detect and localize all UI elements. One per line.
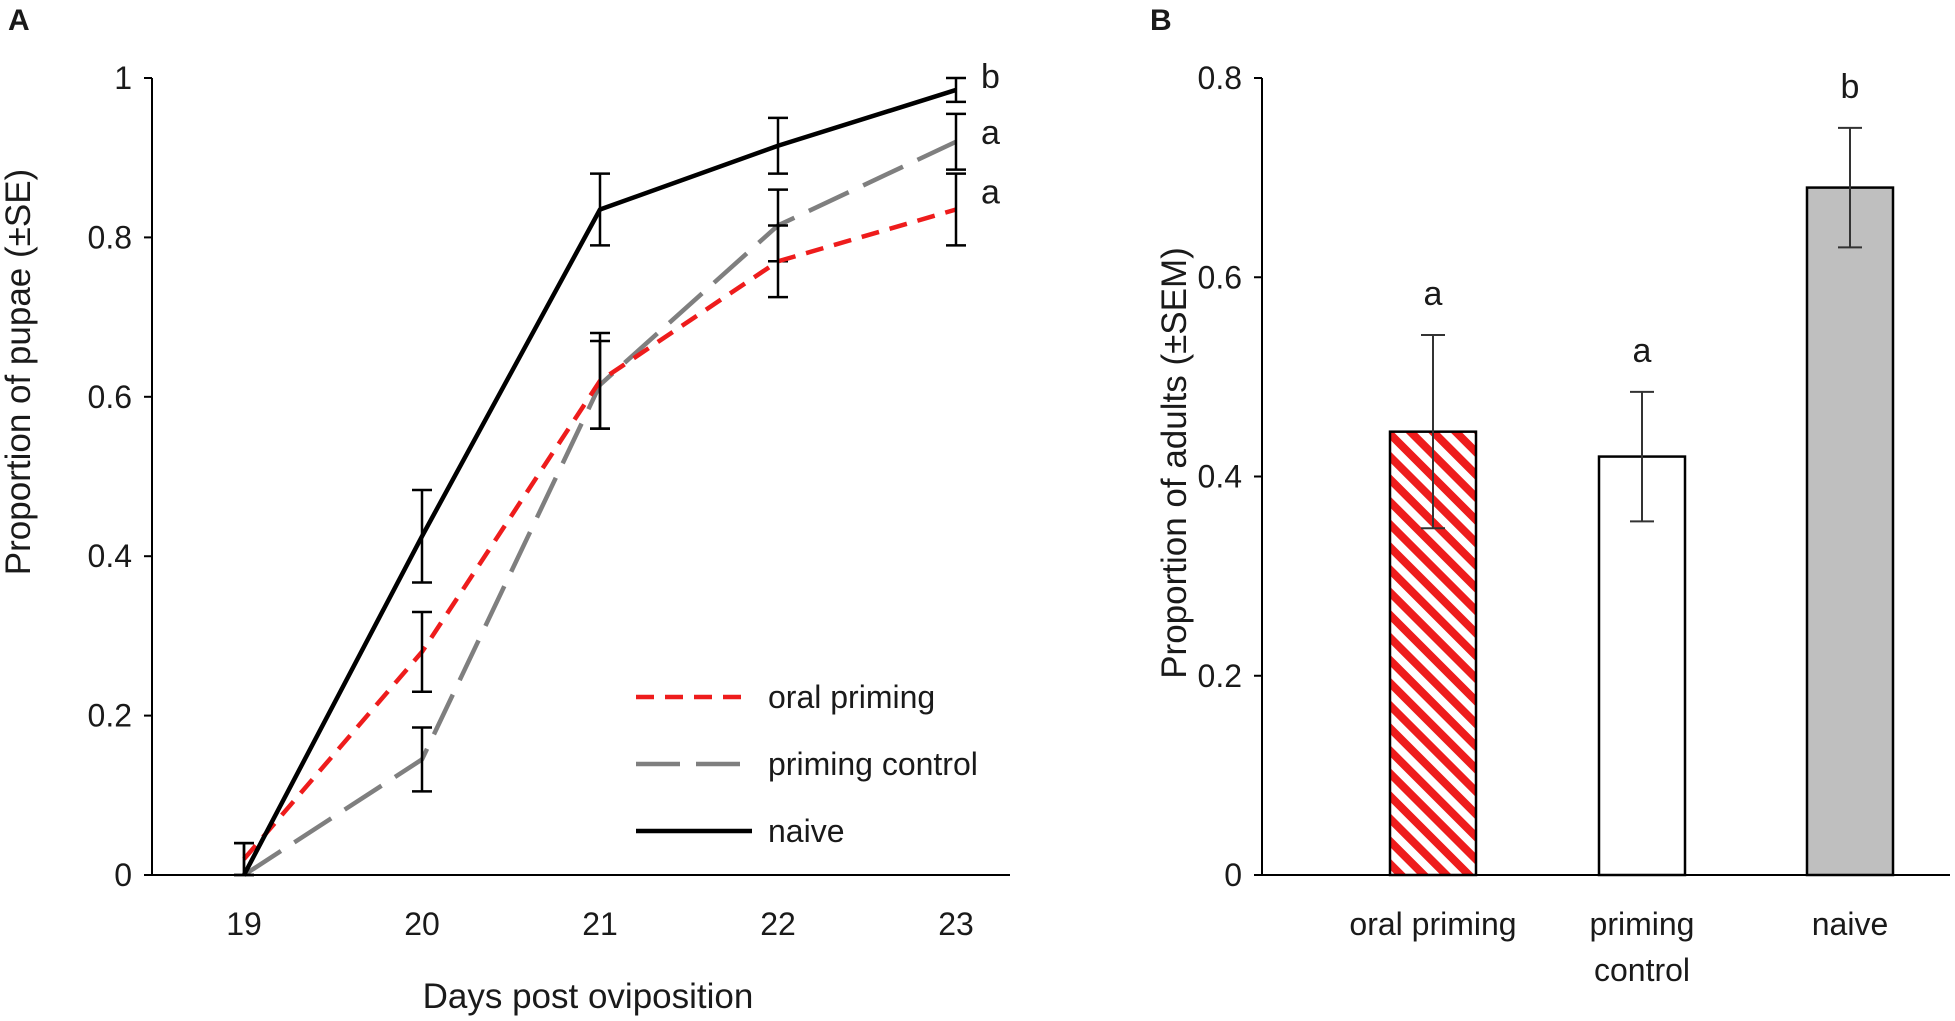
legend-item-oral-priming: oral priming [636, 679, 935, 715]
error-bar-oral-priming [412, 610, 432, 693]
error-bar-naive [234, 841, 254, 877]
panel-b-x-tick-label: oral priming [1349, 906, 1516, 942]
panel-a-x-tick-label: 19 [226, 906, 262, 942]
panel-a-y-tick-label: 0.8 [88, 219, 132, 255]
panel-a-line-chart: A Proportion of pupae (±SE) Days post ov… [0, 4, 1010, 1016]
panel-b-bar-chart: B Proportion of adults (±SEM) 0 0.2 0.4 0.6… [1150, 4, 1950, 988]
error-bar-naive [1838, 126, 1862, 249]
significance-letter: a [1424, 275, 1443, 313]
panel-b-y-tick-label: 0.6 [1198, 259, 1242, 295]
error-bar-oral-priming [768, 224, 788, 299]
error-bar-naive [590, 172, 610, 247]
panel-a-y-tick-label: 0.4 [88, 538, 132, 574]
panel-b-y-tick-label: 0 [1224, 857, 1242, 893]
bar-naive [1805, 186, 1895, 877]
significance-letter: a [981, 114, 1000, 152]
panel-a-y-tick-label: 0 [114, 857, 132, 893]
error-bar-priming-control [1630, 390, 1654, 523]
panel-b-y-tick-label: 0.8 [1198, 60, 1242, 96]
legend-label: oral priming [768, 679, 935, 715]
legend-label: priming control [768, 746, 978, 782]
error-bar-naive [946, 76, 966, 104]
panel-b-x-tick-label: naive [1812, 906, 1889, 942]
error-bar-naive [768, 116, 788, 175]
panel-b-x-tick-label: control [1594, 952, 1690, 988]
panel-b-y-tick-label: 0.2 [1198, 658, 1242, 694]
significance-letter: b [981, 58, 1000, 96]
panel-b-y-tick-label: 0.4 [1198, 459, 1242, 495]
panel-b-y-axis-title: Proportion of adults (±SEM) [1155, 247, 1194, 679]
error-bar-oral-priming [590, 331, 610, 430]
error-bar-naive [412, 488, 432, 584]
panel-b-x-tick-label: priming [1590, 906, 1695, 942]
legend-label: naive [768, 813, 845, 849]
panel-a-y-tick-label: 0.6 [88, 379, 132, 415]
panel-a-letter: A [8, 4, 30, 37]
error-bar-oral-priming [946, 172, 966, 247]
error-bar-oral-priming [1421, 334, 1445, 530]
panel-a-x-axis-title: Days post oviposition [423, 977, 754, 1016]
panel-a-x-tick-label: 21 [582, 906, 618, 942]
bar-priming-control [1597, 455, 1687, 877]
significance-letter: b [1841, 68, 1860, 106]
panel-a-y-tick-label: 0.2 [88, 698, 132, 734]
error-bar-priming-control [946, 112, 966, 171]
panel-a-y-tick-label: 1 [114, 60, 132, 96]
panel-a-y-axis-title: Proportion of pupae (±SE) [0, 169, 38, 575]
error-bar-priming-control [412, 726, 432, 793]
legend-item-naive: naive [636, 813, 845, 849]
legend-item-priming-control: priming control [636, 746, 978, 782]
significance-letter: a [981, 174, 1000, 212]
series-naive [234, 76, 966, 877]
panel-a-x-tick-label: 22 [760, 906, 796, 942]
panel-a-x-tick-label: 23 [938, 906, 974, 942]
significance-letter: a [1633, 332, 1652, 370]
panel-a-x-tick-label: 20 [404, 906, 440, 942]
panel-b-letter: B [1150, 4, 1172, 37]
